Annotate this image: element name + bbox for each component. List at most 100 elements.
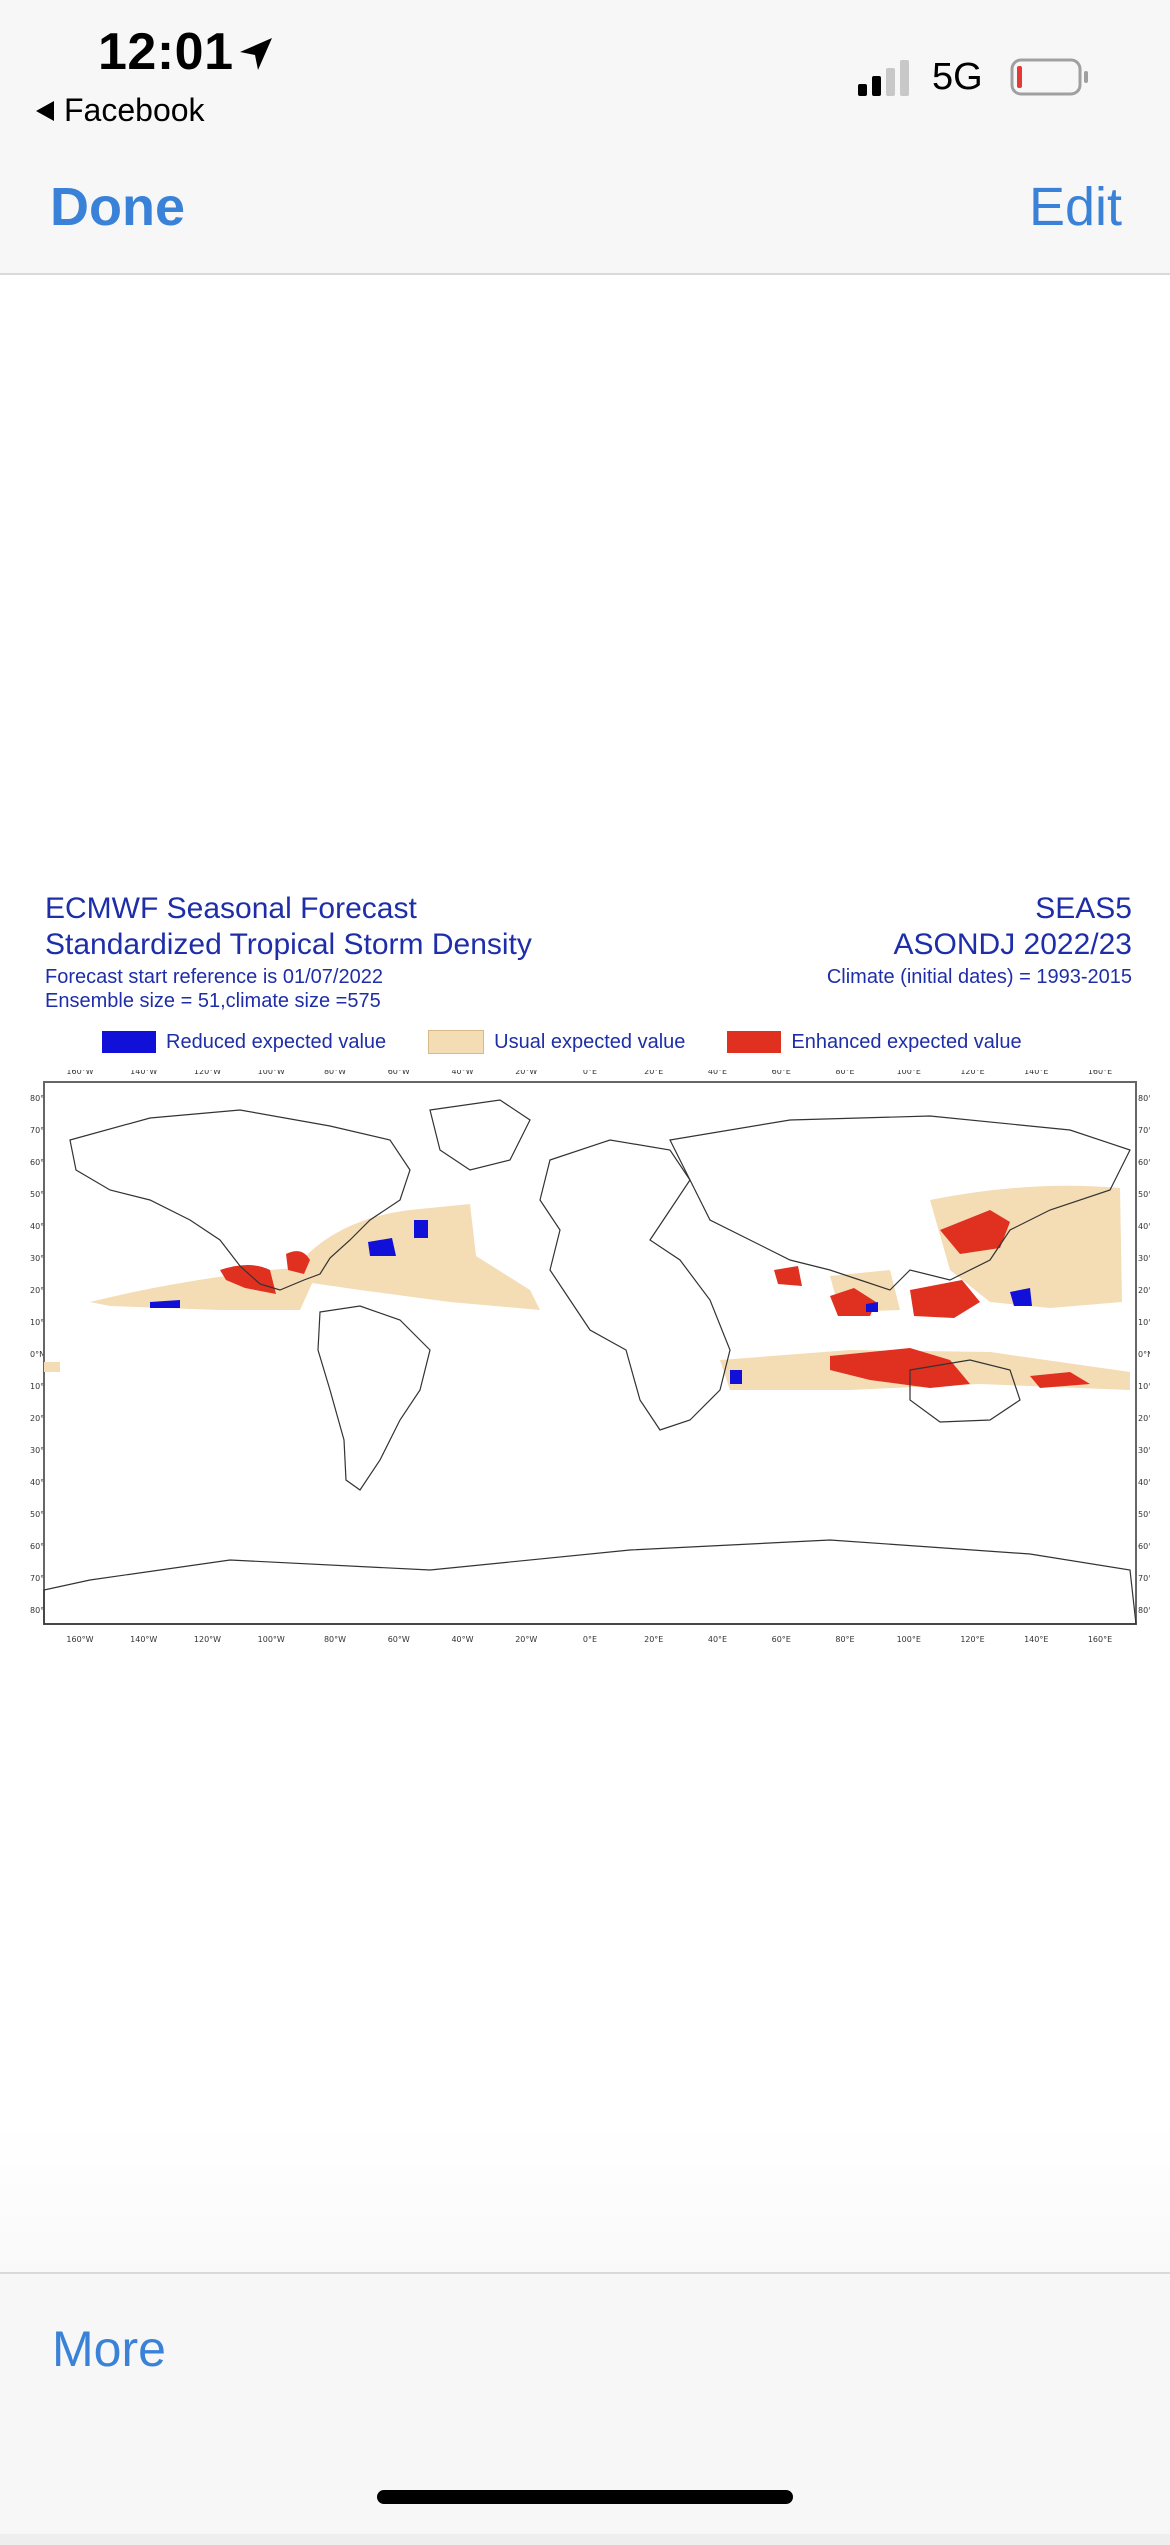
- reduced-region-east-pacific: [150, 1300, 180, 1308]
- battery-icon: [1010, 58, 1088, 96]
- back-app-label: Facebook: [64, 92, 205, 128]
- legend-enhanced: Enhanced expected value: [727, 1031, 1022, 1054]
- usual-region-atlantic: [290, 1204, 540, 1310]
- legend-swatch-usual: [428, 1030, 485, 1054]
- top-longitude-tick: 120°W: [194, 1070, 221, 1076]
- reduced-region-bay-of-bengal: [866, 1302, 878, 1312]
- bottom-longitude-tick: 20°E: [644, 1635, 663, 1644]
- left-latitude-tick: 50°S: [30, 1510, 49, 1519]
- usual-region-south-pacific: [44, 1362, 60, 1372]
- bottom-longitude-tick: 0°E: [583, 1635, 597, 1644]
- status-bar: 12:01 Facebook 5G: [0, 0, 1170, 140]
- bottom-longitude-tick: 80°W: [324, 1635, 346, 1644]
- climate-dates: Climate (initial dates) = 1993-2015: [826, 966, 1132, 988]
- bottom-longitude-tick: 80°E: [835, 1635, 854, 1644]
- bottom-longitude-tick: 140°E: [1024, 1635, 1048, 1644]
- legend-swatch-reduced: [102, 1031, 156, 1053]
- legend-reduced: Reduced expected value: [102, 1031, 386, 1054]
- top-longitude-tick: 20°E: [644, 1070, 663, 1076]
- top-longitude-tick: 40°W: [451, 1070, 473, 1076]
- left-latitude-tick: 70°N: [30, 1126, 50, 1135]
- back-triangle-icon: [36, 100, 54, 121]
- bottom-longitude-tick: 100°W: [258, 1635, 285, 1644]
- top-longitude-tick: 160°W: [66, 1070, 93, 1076]
- enhanced-region-gulf: [286, 1251, 310, 1274]
- right-latitude-tick: 30°N: [1138, 1254, 1150, 1263]
- left-latitude-tick: 60°N: [30, 1158, 50, 1167]
- more-button[interactable]: More: [52, 2321, 166, 2377]
- left-latitude-tick: 60°S: [30, 1542, 49, 1551]
- bottom-longitude-tick: 60°W: [388, 1635, 410, 1644]
- right-latitude-tick: 80°N: [1138, 1094, 1150, 1103]
- back-to-app-link[interactable]: Facebook: [36, 92, 205, 129]
- bottom-longitude-tick: 20°W: [515, 1635, 537, 1644]
- top-longitude-tick: 40°E: [708, 1070, 727, 1076]
- right-latitude-tick: 0°N: [1138, 1350, 1150, 1359]
- left-latitude-tick: 40°S: [30, 1478, 49, 1487]
- left-latitude-tick: 80°N: [30, 1094, 50, 1103]
- left-latitude-tick: 10°S: [30, 1382, 49, 1391]
- bottom-longitude-tick: 140°W: [130, 1635, 157, 1644]
- reduced-region-atlantic-north: [414, 1220, 428, 1238]
- legend-label-usual: Usual expected value: [494, 1030, 686, 1053]
- south-america-outline: [317, 1305, 431, 1491]
- right-latitude-tick: 30°S: [1138, 1446, 1150, 1455]
- top-longitude-tick: 100°E: [897, 1070, 921, 1076]
- bottom-longitude-tick: 120°E: [960, 1635, 984, 1644]
- bottom-longitude-tick: 100°E: [897, 1635, 921, 1644]
- left-latitude-tick: 30°N: [30, 1254, 50, 1263]
- left-latitude-tick: 50°N: [30, 1190, 50, 1199]
- edit-button[interactable]: Edit: [1028, 177, 1122, 237]
- figure-title: ECMWF Seasonal Forecast: [45, 892, 417, 925]
- right-latitude-tick: 70°N: [1138, 1126, 1150, 1135]
- top-longitude-tick: 60°E: [772, 1070, 791, 1076]
- clock: 12:01: [98, 23, 234, 81]
- bottom-longitude-tick: 60°E: [772, 1635, 791, 1644]
- right-latitude-tick: 60°N: [1138, 1158, 1150, 1167]
- navigation-bar: Done Edit: [0, 140, 1170, 275]
- right-latitude-tick: 20°S: [1138, 1414, 1150, 1423]
- right-latitude-tick: 80°S: [1138, 1606, 1150, 1615]
- reduced-regions: [150, 1220, 1032, 1384]
- forecast-map-image[interactable]: ECMWF Seasonal Forecast Standardized Tro…: [30, 880, 1158, 1660]
- map-legend: Reduced expected value Usual expected va…: [102, 1030, 1064, 1054]
- enhanced-region-japan: [940, 1210, 1010, 1254]
- forecast-period: ASONDJ 2022/23: [893, 928, 1132, 961]
- top-longitude-tick: 100°W: [258, 1070, 285, 1076]
- done-button[interactable]: Done: [50, 177, 185, 237]
- enhanced-region-bay-of-bengal: [830, 1288, 876, 1316]
- home-indicator[interactable]: [377, 2490, 793, 2504]
- north-america-outline: [69, 1109, 411, 1291]
- left-latitude-tick: 30°S: [30, 1446, 49, 1455]
- enhanced-region-arabian-sea: [774, 1266, 802, 1286]
- right-latitude-tick: 70°S: [1138, 1574, 1150, 1583]
- left-latitude-tick: 20°S: [30, 1414, 49, 1423]
- left-latitude-tick: 20°N: [30, 1286, 50, 1295]
- top-longitude-tick: 140°W: [130, 1070, 157, 1076]
- figure-subtitle: Standardized Tropical Storm Density: [45, 928, 532, 961]
- network-type: 5G: [932, 56, 983, 98]
- legend-swatch-enhanced: [727, 1031, 782, 1053]
- top-longitude-tick: 140°E: [1024, 1070, 1048, 1076]
- top-longitude-tick: 80°E: [835, 1070, 854, 1076]
- legend-label-reduced: Reduced expected value: [166, 1030, 387, 1053]
- bottom-longitude-tick: 160°E: [1088, 1635, 1112, 1644]
- top-longitude-tick: 160°E: [1088, 1070, 1112, 1076]
- left-latitude-tick: 10°N: [30, 1318, 50, 1327]
- signal-strength-icon: [858, 60, 909, 96]
- continent-outlines: [43, 1099, 1137, 1625]
- world-map-svg: 160°W 160°W 140°W 140°W 120°W 120°W 100°W 100°W…: [30, 1067, 1158, 1644]
- antarctica-outline: [43, 1539, 1137, 1625]
- axis-ticks: 160°W 160°W 140°W 140°W 120°W 120°W 100°W 100°W…: [30, 1067, 1158, 1644]
- enhanced-region-southwest-pacific: [1030, 1372, 1090, 1388]
- world-map: 160°W 160°W 140°W 140°W 120°W 120°W 100°W 100°W…: [30, 1067, 1158, 1650]
- right-latitude-tick: 50°N: [1138, 1190, 1150, 1199]
- bottom-longitude-tick: 120°W: [194, 1635, 221, 1644]
- top-longitude-tick: 60°W: [388, 1070, 410, 1076]
- top-longitude-tick: 0°E: [583, 1070, 597, 1076]
- legend-usual: Usual expected value: [428, 1030, 685, 1054]
- right-latitude-tick: 10°N: [1138, 1318, 1150, 1327]
- europe-africa-outline: [539, 1139, 731, 1431]
- left-latitude-tick: 0°N: [30, 1350, 45, 1359]
- top-longitude-tick: 120°E: [960, 1070, 984, 1076]
